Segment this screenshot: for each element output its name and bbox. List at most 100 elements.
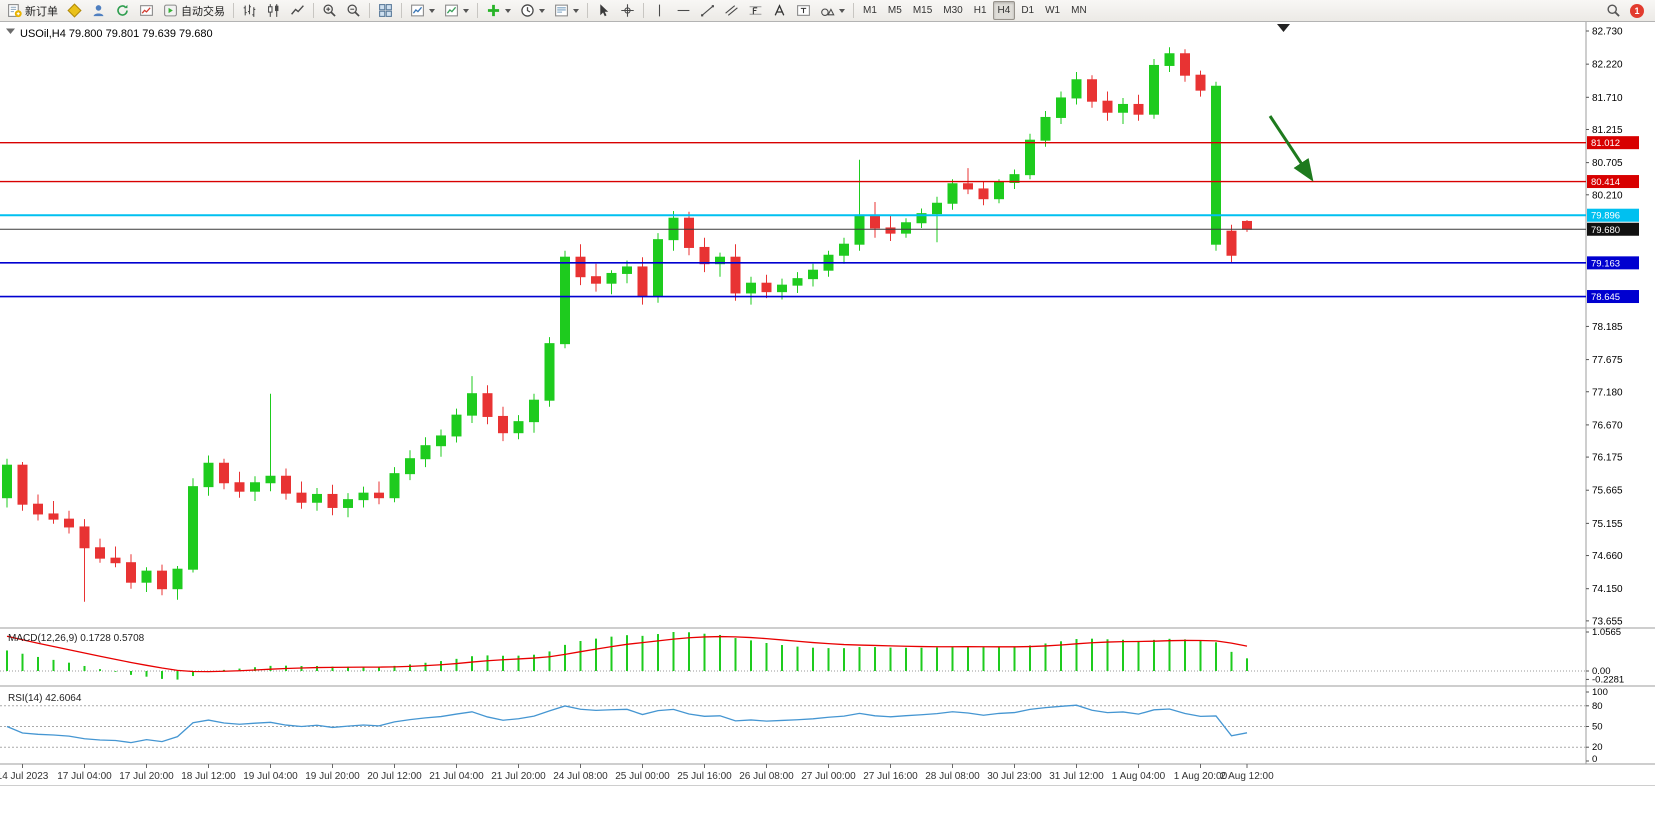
toolbar-separator bbox=[643, 3, 644, 18]
price-axis[interactable]: 81.012 80.414 79.896 79.680 79.163 78.645 82.7… bbox=[1586, 27, 1639, 628]
candle-body bbox=[1164, 53, 1175, 66]
candle-body bbox=[281, 475, 291, 494]
fibonacci-button[interactable] bbox=[744, 1, 767, 20]
timeframe-H4[interactable]: H4 bbox=[992, 1, 1016, 20]
zoom-out-button[interactable] bbox=[342, 1, 365, 20]
cursor-button[interactable] bbox=[592, 1, 615, 20]
time-tick-label: 1 Aug 04:00 bbox=[1112, 771, 1166, 782]
candle-body bbox=[947, 183, 958, 204]
candle-body bbox=[219, 462, 229, 484]
label-button[interactable] bbox=[792, 1, 815, 20]
price-badge-label: 79.680 bbox=[1591, 225, 1620, 236]
price-tick-label: 75.155 bbox=[1592, 519, 1623, 530]
profile-button[interactable] bbox=[87, 1, 110, 20]
time-axis[interactable]: 14 Jul 2023 17 Jul 04:00 17 Jul 20:00 18 Ju… bbox=[0, 764, 1274, 782]
profiles-icon bbox=[444, 3, 459, 18]
timeframe-M5[interactable]: M5 bbox=[883, 1, 907, 20]
candlestick-chart-button[interactable] bbox=[262, 1, 285, 20]
shapes-button[interactable] bbox=[816, 1, 849, 20]
timeframe-M15[interactable]: M15 bbox=[908, 1, 937, 20]
timeframe-H1[interactable]: H1 bbox=[969, 1, 992, 20]
price-badge-label: 80.414 bbox=[1591, 177, 1620, 188]
time-tick-label: 26 Jul 08:00 bbox=[739, 771, 794, 782]
candle-body bbox=[1071, 79, 1082, 99]
dropdown-caret bbox=[429, 8, 435, 13]
timeframe-MN[interactable]: MN bbox=[1066, 1, 1092, 20]
toolbar-separator bbox=[313, 3, 314, 18]
one-click-toggle[interactable] bbox=[6, 28, 15, 35]
price-badge bbox=[1587, 136, 1639, 150]
dropdown-caret bbox=[839, 8, 845, 13]
horizontal-line-icon bbox=[676, 3, 691, 18]
time-tick-label: 30 Jul 23:00 bbox=[987, 771, 1042, 782]
chart-plot[interactable]: 1.0565 0.00-0.2281 100 80 50 200 81.012 80.41… bbox=[0, 22, 1655, 786]
candle-body bbox=[172, 568, 183, 590]
price-tick-label: 74.660 bbox=[1592, 551, 1623, 562]
bar-chart-button[interactable] bbox=[238, 1, 261, 20]
timeframe-W1[interactable]: W1 bbox=[1040, 1, 1065, 20]
periods-button[interactable] bbox=[516, 1, 549, 20]
zoom-in-icon bbox=[322, 3, 337, 18]
chart-shift-marker[interactable] bbox=[1277, 24, 1290, 32]
candle-body bbox=[1180, 53, 1190, 76]
time-tick-label: 25 Jul 00:00 bbox=[615, 771, 670, 782]
line-chart-button[interactable] bbox=[286, 1, 309, 20]
candle-body bbox=[33, 503, 43, 515]
terminal-button[interactable] bbox=[135, 1, 158, 20]
trend-arrow-annotation[interactable] bbox=[1268, 115, 1314, 182]
candle-body bbox=[746, 282, 756, 294]
refresh-icon bbox=[115, 3, 130, 18]
zoom-in-button[interactable] bbox=[318, 1, 341, 20]
price-tick-label: 77.675 bbox=[1592, 355, 1623, 366]
candle-body bbox=[389, 473, 400, 499]
toolbar-separator bbox=[477, 3, 478, 18]
timeframe-M30[interactable]: M30 bbox=[938, 1, 967, 20]
time-tick-label: 19 Jul 20:00 bbox=[305, 771, 360, 782]
new-order-button[interactable]: 新订单 bbox=[3, 1, 62, 20]
autotrade-button[interactable]: 自动交易 bbox=[159, 1, 229, 20]
candle-body bbox=[79, 526, 90, 549]
horizontal-lines-layer[interactable] bbox=[0, 142, 1586, 298]
vertical-line-button[interactable] bbox=[648, 1, 671, 20]
rsi-label: RSI(14) 42.6064 bbox=[8, 693, 82, 704]
price-badge bbox=[1587, 290, 1639, 304]
toolbar-separator bbox=[587, 3, 588, 18]
profiles-button[interactable] bbox=[440, 1, 473, 20]
search-button[interactable] bbox=[1602, 1, 1625, 20]
symbol-quote-label: USOil,H4 79.800 79.801 79.639 79.680 bbox=[20, 28, 213, 40]
toolbar-separator bbox=[233, 3, 234, 18]
refresh-button[interactable] bbox=[111, 1, 134, 20]
clock-icon bbox=[520, 3, 535, 18]
candle-body bbox=[1056, 97, 1066, 118]
new-chart-button[interactable] bbox=[406, 1, 439, 20]
indicators-button[interactable] bbox=[482, 1, 515, 20]
chart-area[interactable]: 1.0565 0.00 -0.2281 100 80 50 20 0 81.012 80.41… bbox=[0, 22, 1655, 786]
candle-body bbox=[358, 492, 369, 501]
time-tick-label: 19 Jul 04:00 bbox=[243, 771, 298, 782]
rsi-scale-label: 80 bbox=[1592, 701, 1603, 712]
channel-button[interactable] bbox=[720, 1, 743, 20]
crosshair-button[interactable] bbox=[616, 1, 639, 20]
market-watch-icon bbox=[67, 3, 82, 18]
trendline-button[interactable] bbox=[696, 1, 719, 20]
vertical-line-icon bbox=[652, 3, 667, 18]
candle-body bbox=[126, 562, 136, 583]
horizontal-line-button[interactable] bbox=[672, 1, 695, 20]
tile-windows-button[interactable] bbox=[374, 1, 397, 20]
price-tick-label: 78.185 bbox=[1592, 322, 1623, 333]
search-icon bbox=[1606, 3, 1621, 18]
text-button[interactable] bbox=[768, 1, 791, 20]
price-tick-label: 82.730 bbox=[1592, 27, 1623, 38]
notification-badge[interactable]: 1 bbox=[1630, 3, 1644, 18]
annotations-layer[interactable] bbox=[1268, 115, 1314, 182]
time-tick-label: 21 Jul 20:00 bbox=[491, 771, 546, 782]
market-watch-button[interactable] bbox=[63, 1, 86, 20]
terminal-icon bbox=[139, 3, 154, 18]
timeframe-D1[interactable]: D1 bbox=[1016, 1, 1039, 20]
pane-separators[interactable] bbox=[0, 22, 1655, 786]
candle-body bbox=[420, 445, 431, 460]
timeframe-M1[interactable]: M1 bbox=[858, 1, 882, 20]
candle-body bbox=[684, 217, 694, 248]
templates-button[interactable] bbox=[550, 1, 583, 20]
